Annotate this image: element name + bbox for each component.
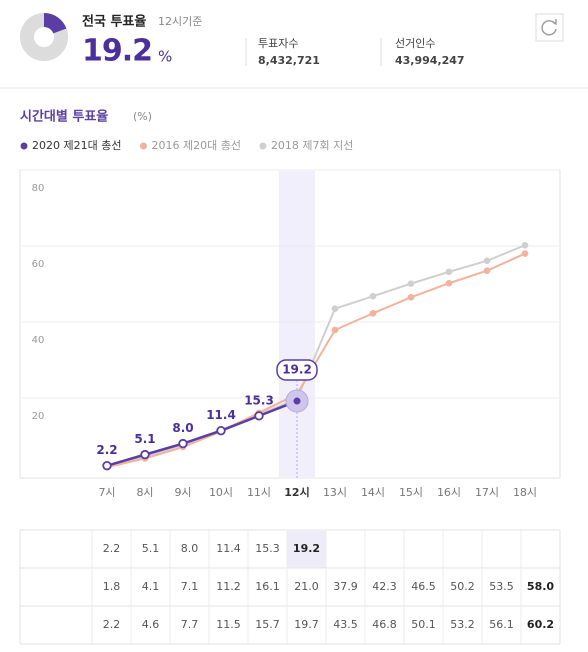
legend-swatch [259,142,267,150]
marker [216,425,226,436]
marker [521,241,529,249]
rate: 19.2 [82,34,152,69]
stat-value: 43,994,247 [395,54,465,67]
cell: 7.7 [181,618,199,631]
cell: 50.2 [450,580,475,593]
cell: 60.2 [527,618,554,631]
cell: 50.1 [411,618,436,631]
refresh-icon[interactable] [541,20,557,36]
x-tick-label: 14시 [361,486,385,499]
legend-swatch [20,142,28,150]
cell: 53.5 [489,580,514,593]
cell: 11.5 [216,618,241,631]
cell: 4.1 [142,580,160,593]
marker [369,309,377,317]
highlight-column [279,171,315,478]
x-tick-label: 18시 [513,486,537,499]
stat-value: 8,432,721 [258,54,320,67]
marker [407,280,415,287]
marker [102,460,112,471]
y-tick-label: 20 [32,411,45,422]
cell: 2.2 [103,618,121,631]
value-label: 5.1 [134,432,155,446]
x-tick-label: 15시 [399,486,423,499]
cell: 15.7 [255,618,280,631]
cell: 2.2 [103,542,121,555]
cell: 37.9 [333,580,358,593]
cell: 4.6 [142,618,160,631]
value-label: 15.3 [244,393,274,407]
cell: 58.0 [527,580,554,593]
x-tick-label: 10시 [209,486,233,499]
marker [254,411,264,421]
refresh-arrow[interactable] [551,19,557,26]
marker [369,292,377,300]
marker [521,250,529,257]
cell: 46.8 [372,618,397,631]
title: 전국 투표율 [82,14,146,30]
x-tick-label: 9시 [174,486,191,499]
note: 12시기준 [158,15,202,28]
cell: 1.8 [103,580,121,593]
value-label: 2.2 [96,443,117,457]
marker [445,268,453,276]
x-tick-label: 16시 [437,486,461,499]
x-tick-label: 12시 [284,486,309,499]
x-tick-label: 13시 [323,486,347,499]
marker [483,257,491,265]
legend-label: 2020 제21대 총선 [32,139,121,152]
cell: 8.0 [181,542,199,555]
cell: 7.1 [181,580,199,593]
donut-value [43,13,67,35]
x-tick-label: 7시 [98,486,115,499]
marker [331,326,339,334]
marker [140,449,150,460]
stat-label: 투표자수 [258,37,298,50]
cell: 11.2 [216,580,241,593]
chart-unit: (%) [133,110,152,123]
x-tick-label: 17시 [475,486,499,499]
series-line [106,399,298,467]
x-tick-label: 11시 [247,486,271,499]
value-label: 8.0 [172,421,193,435]
series-line [106,252,526,469]
callout [276,359,318,381]
callout-label: 19.2 [282,363,312,377]
cell: 56.1 [489,618,514,631]
cell: 42.3 [372,580,397,593]
rate-unit: % [158,48,172,66]
marker [407,294,415,301]
highlight-cell [287,531,326,568]
y-tick-label: 80 [32,183,45,194]
cell: 46.5 [411,580,436,593]
marker [178,438,188,449]
cell: 19.2 [293,542,320,555]
cell: 19.7 [294,618,319,631]
cell: 16.1 [255,580,280,593]
legend-label: 2018 제7회 지선 [271,139,353,152]
marker [483,267,491,275]
value-label: 11.4 [206,408,236,422]
cell: 43.5 [333,618,358,631]
marker [293,397,301,405]
refresh-box[interactable] [535,13,564,42]
refresh-button[interactable] [535,13,564,42]
legend-swatch [139,142,147,150]
stat-label: 선거인수 [395,37,435,50]
cell: 15.3 [255,542,280,555]
cell: 21.0 [294,580,319,593]
y-tick-label: 40 [32,335,45,346]
x-tick-label: 8시 [136,486,153,499]
cell: 11.4 [216,542,241,555]
marker [445,279,453,287]
header-bg [0,0,588,88]
marker [331,305,339,313]
y-tick-label: 60 [32,259,45,270]
cell: 53.2 [450,618,475,631]
legend-label: 2016 제20대 총선 [151,139,240,152]
cell: 5.1 [142,542,160,555]
chart-title: 시간대별 투표율 [20,109,108,125]
